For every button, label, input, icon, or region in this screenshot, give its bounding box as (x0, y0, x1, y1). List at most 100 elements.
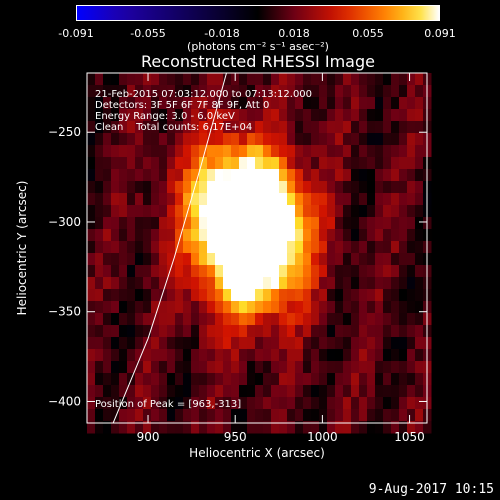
heatmap-cell (263, 277, 272, 290)
heatmap-cell (359, 313, 368, 326)
heatmap-cell (207, 97, 216, 110)
heatmap-cell (247, 169, 256, 182)
heatmap-cell (231, 241, 240, 254)
heatmap-cell (399, 229, 408, 242)
heatmap-cell (119, 73, 128, 86)
heatmap-cell (239, 409, 248, 422)
heatmap-cell (95, 169, 104, 182)
heatmap-cell (223, 157, 232, 170)
heatmap-cell (327, 181, 336, 194)
colorbar-tick-label: -0.055 (130, 27, 166, 40)
heatmap-cell (303, 97, 312, 110)
heatmap-cell (415, 241, 424, 254)
heatmap-cell (327, 73, 336, 86)
heatmap-cell (375, 181, 384, 194)
heatmap-cell (127, 289, 136, 302)
heatmap-cell (111, 313, 120, 326)
heatmap-cell (255, 181, 264, 194)
heatmap-cell (111, 349, 120, 362)
heatmap-cell (207, 373, 216, 386)
heatmap-cell (167, 361, 176, 374)
heatmap-cell (287, 145, 296, 158)
heatmap-cell (415, 397, 424, 410)
heatmap-cell (271, 181, 280, 194)
heatmap-cell (295, 73, 304, 86)
heatmap-cell (295, 361, 304, 374)
heatmap-cell (303, 421, 312, 434)
heatmap-cell (311, 277, 320, 290)
heatmap-cell (279, 325, 288, 338)
heatmap-cell (247, 325, 256, 338)
heatmap-cell (87, 205, 96, 218)
heatmap-cell (215, 85, 224, 98)
heatmap-cell (191, 133, 200, 146)
heatmap-cell (87, 277, 96, 290)
heatmap-cell (311, 145, 320, 158)
heatmap-cell (311, 301, 320, 314)
heatmap-cell (263, 181, 272, 194)
heatmap-cell (103, 145, 112, 158)
heatmap-cell (111, 169, 120, 182)
heatmap-cell (399, 277, 408, 290)
heatmap-cell (407, 169, 416, 182)
heatmap-cell (351, 253, 360, 266)
heatmap-cell (359, 181, 368, 194)
x-tick-label: 950 (224, 430, 247, 444)
heatmap-cell (319, 109, 328, 122)
heatmap-cell (327, 265, 336, 278)
heatmap-cell (127, 169, 136, 182)
heatmap-cell (343, 73, 352, 86)
heatmap-cell (191, 229, 200, 242)
annotation-detectors: Detectors: 3F 5F 6F 7F 8F 9F, Att 0 (95, 100, 269, 111)
heatmap-cell (231, 349, 240, 362)
heatmap-cell (231, 121, 240, 134)
heatmap-cell (415, 85, 424, 98)
heatmap-cell (407, 265, 416, 278)
heatmap-cell (271, 85, 280, 98)
heatmap-cell (303, 133, 312, 146)
heatmap-cell (383, 265, 392, 278)
heatmap-cell (215, 229, 224, 242)
heatmap-cell (239, 421, 248, 434)
heatmap-cell (247, 133, 256, 146)
heatmap-cell (263, 97, 272, 110)
heatmap-cell (247, 421, 256, 434)
heatmap-cell (351, 193, 360, 206)
heatmap-cell (335, 157, 344, 170)
heatmap-cell (159, 337, 168, 350)
heatmap-cell (207, 253, 216, 266)
heatmap-cell (415, 361, 424, 374)
heatmap-cell (175, 373, 184, 386)
heatmap-cell (391, 193, 400, 206)
heatmap-cell (327, 217, 336, 230)
heatmap-cell (103, 361, 112, 374)
heatmap-cell (303, 157, 312, 170)
heatmap-cell (271, 349, 280, 362)
heatmap-cell (375, 361, 384, 374)
heatmap-cell (391, 277, 400, 290)
heatmap-cell (335, 217, 344, 230)
heatmap-cell (151, 313, 160, 326)
heatmap-cell (175, 301, 184, 314)
heatmap-cell (247, 337, 256, 350)
heatmap-cell (295, 397, 304, 410)
heatmap-cell (255, 385, 264, 398)
heatmap-cell (279, 73, 288, 86)
heatmap-cell (367, 133, 376, 146)
heatmap-cell (247, 157, 256, 170)
heatmap-cell (151, 241, 160, 254)
heatmap-cell (207, 289, 216, 302)
heatmap-cell (191, 121, 200, 134)
heatmap-cell (95, 97, 104, 110)
heatmap-cell (223, 253, 232, 266)
heatmap-cell (375, 289, 384, 302)
heatmap-cell (167, 373, 176, 386)
heatmap-cell (319, 385, 328, 398)
heatmap-cell (295, 289, 304, 302)
heatmap-cell (343, 265, 352, 278)
heatmap-cell (319, 349, 328, 362)
heatmap-cell (255, 109, 264, 122)
heatmap-cell (143, 361, 152, 374)
heatmap-cell (127, 397, 136, 410)
heatmap-cell (255, 313, 264, 326)
